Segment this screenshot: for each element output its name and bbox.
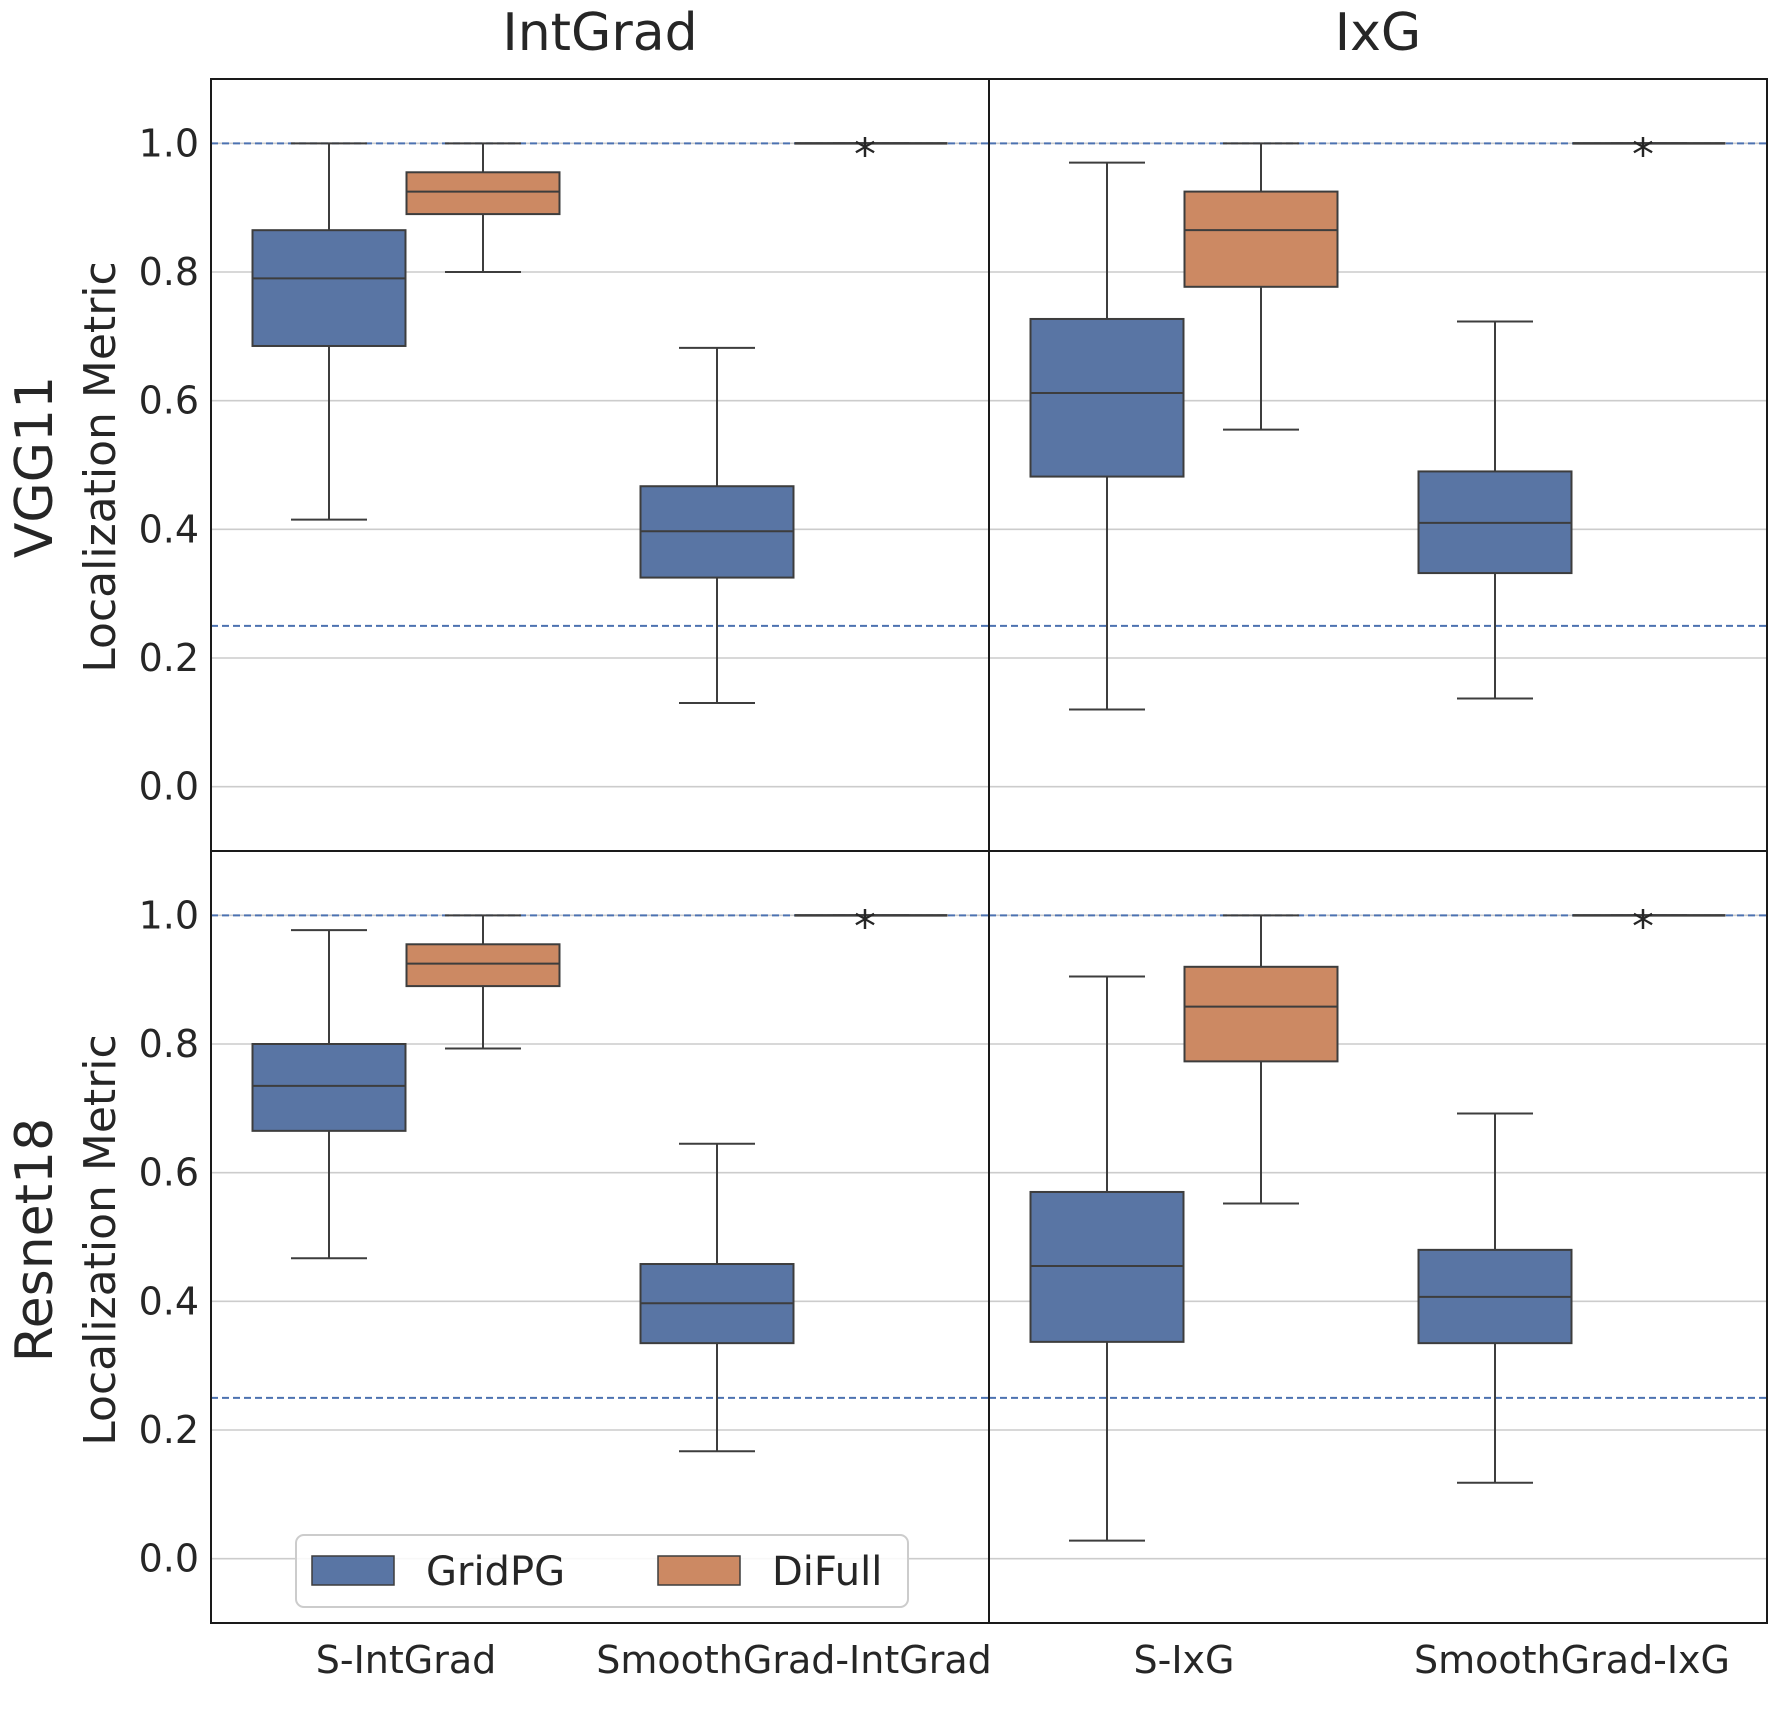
legend-frame: [295, 1534, 909, 1608]
x-tick-label-s-intgrad: S-IntGrad: [316, 1638, 497, 1682]
tick-labels: 0.0 0.2 0.4 0.6 0.8 1.0 0.0 0.2 0.4 0.6 0.8 1.0 S-In…: [139, 121, 1730, 1682]
y-tick-label: 0.0: [139, 765, 199, 809]
box-iqr: [1183, 190, 1339, 288]
box-vgg11-intgrad-s-intgrad-difull: [405, 142, 561, 273]
box-vgg11-ixg-s-ixg-difull: [1183, 142, 1339, 431]
significance-marker: *: [854, 129, 876, 180]
y-tick-label: 0.0: [139, 1537, 199, 1581]
y-tick-label: 0.8: [139, 250, 199, 294]
legend-label-gridpg: GridPG: [426, 1549, 565, 1595]
significance-marker: *: [1632, 129, 1654, 180]
box-iqr: [1183, 965, 1339, 1063]
panel-frames: [210, 78, 1768, 1624]
row-title-vgg11: VGG11: [5, 376, 65, 558]
box-vgg11-ixg-s-ixg-gridpg: [1029, 161, 1185, 711]
box-resnet18-intgrad-smoothgrad-intgrad-gridpg: [639, 1142, 795, 1453]
x-tick-label-s-ixg: S-IxG: [1134, 1638, 1235, 1682]
row-title-resnet18: Resnet18: [5, 1118, 65, 1362]
box-iqr: [405, 171, 561, 216]
box-iqr: [405, 943, 561, 988]
panel-frame-resnet18-intgrad: [210, 850, 990, 1624]
box-vgg11-ixg-smoothgrad-ixg-gridpg: [1417, 320, 1573, 700]
y-axis-label-top: Localization Metric: [75, 261, 126, 672]
box-iqr: [251, 1043, 407, 1132]
significance-marker: *: [854, 901, 876, 952]
x-tick-label-smoothgrad-ixg: SmoothGrad-IxG: [1414, 1638, 1730, 1682]
box-resnet18-ixg-smoothgrad-ixg-difull: *: [1572, 901, 1726, 952]
box-iqr: [1029, 317, 1185, 478]
y-tick-label: 1.0: [139, 893, 199, 937]
panel-frame-vgg11-intgrad: [210, 78, 990, 852]
box-resnet18-intgrad-s-intgrad-gridpg: [251, 929, 407, 1260]
y-tick-label: 0.2: [139, 636, 199, 680]
box-resnet18-ixg-s-ixg-difull: [1183, 914, 1339, 1205]
box-resnet18-ixg-s-ixg-gridpg: [1029, 975, 1185, 1542]
box-vgg11-intgrad-smoothgrad-intgrad-difull: *: [794, 129, 948, 180]
x-tick-label-smoothgrad-intgrad: SmoothGrad-IntGrad: [596, 1638, 991, 1682]
y-tick-label: 0.4: [139, 507, 199, 551]
reference-lines: [211, 142, 1767, 1399]
box-vgg11-intgrad-s-intgrad-gridpg: [251, 142, 407, 521]
y-tick-label: 0.6: [139, 379, 199, 423]
legend-label-difull: DiFull: [772, 1549, 882, 1595]
box-resnet18-intgrad-smoothgrad-intgrad-difull: *: [794, 901, 948, 952]
legend: GridPG DiFull: [295, 1534, 909, 1608]
labels-layer: IntGrad IxG VGG11 Resnet18 Localization …: [5, 3, 1421, 1446]
box-resnet18-ixg-smoothgrad-ixg-gridpg: [1417, 1112, 1573, 1484]
y-tick-label: 1.0: [139, 121, 199, 165]
column-title-ixg: IxG: [1335, 3, 1421, 63]
legend-swatch-difull: [657, 1555, 741, 1586]
box-resnet18-intgrad-s-intgrad-difull: [405, 914, 561, 1050]
y-axis-label-bottom: Localization Metric: [75, 1034, 126, 1445]
box-vgg11-ixg-smoothgrad-ixg-difull: *: [1572, 129, 1726, 180]
significance-marker: *: [1632, 901, 1654, 952]
legend-swatch-gridpg: [311, 1555, 395, 1586]
panel-frame-resnet18-ixg: [988, 850, 1768, 1624]
y-tick-label: 0.2: [139, 1408, 199, 1452]
column-title-intgrad: IntGrad: [502, 3, 697, 63]
y-tick-label: 0.8: [139, 1022, 199, 1066]
y-tick-label: 0.4: [139, 1279, 199, 1323]
y-tick-label: 0.6: [139, 1151, 199, 1195]
box-vgg11-intgrad-smoothgrad-intgrad-gridpg: [639, 346, 795, 705]
boxes-layer: * * * *: [251, 129, 1726, 1542]
box-iqr: [251, 229, 407, 347]
